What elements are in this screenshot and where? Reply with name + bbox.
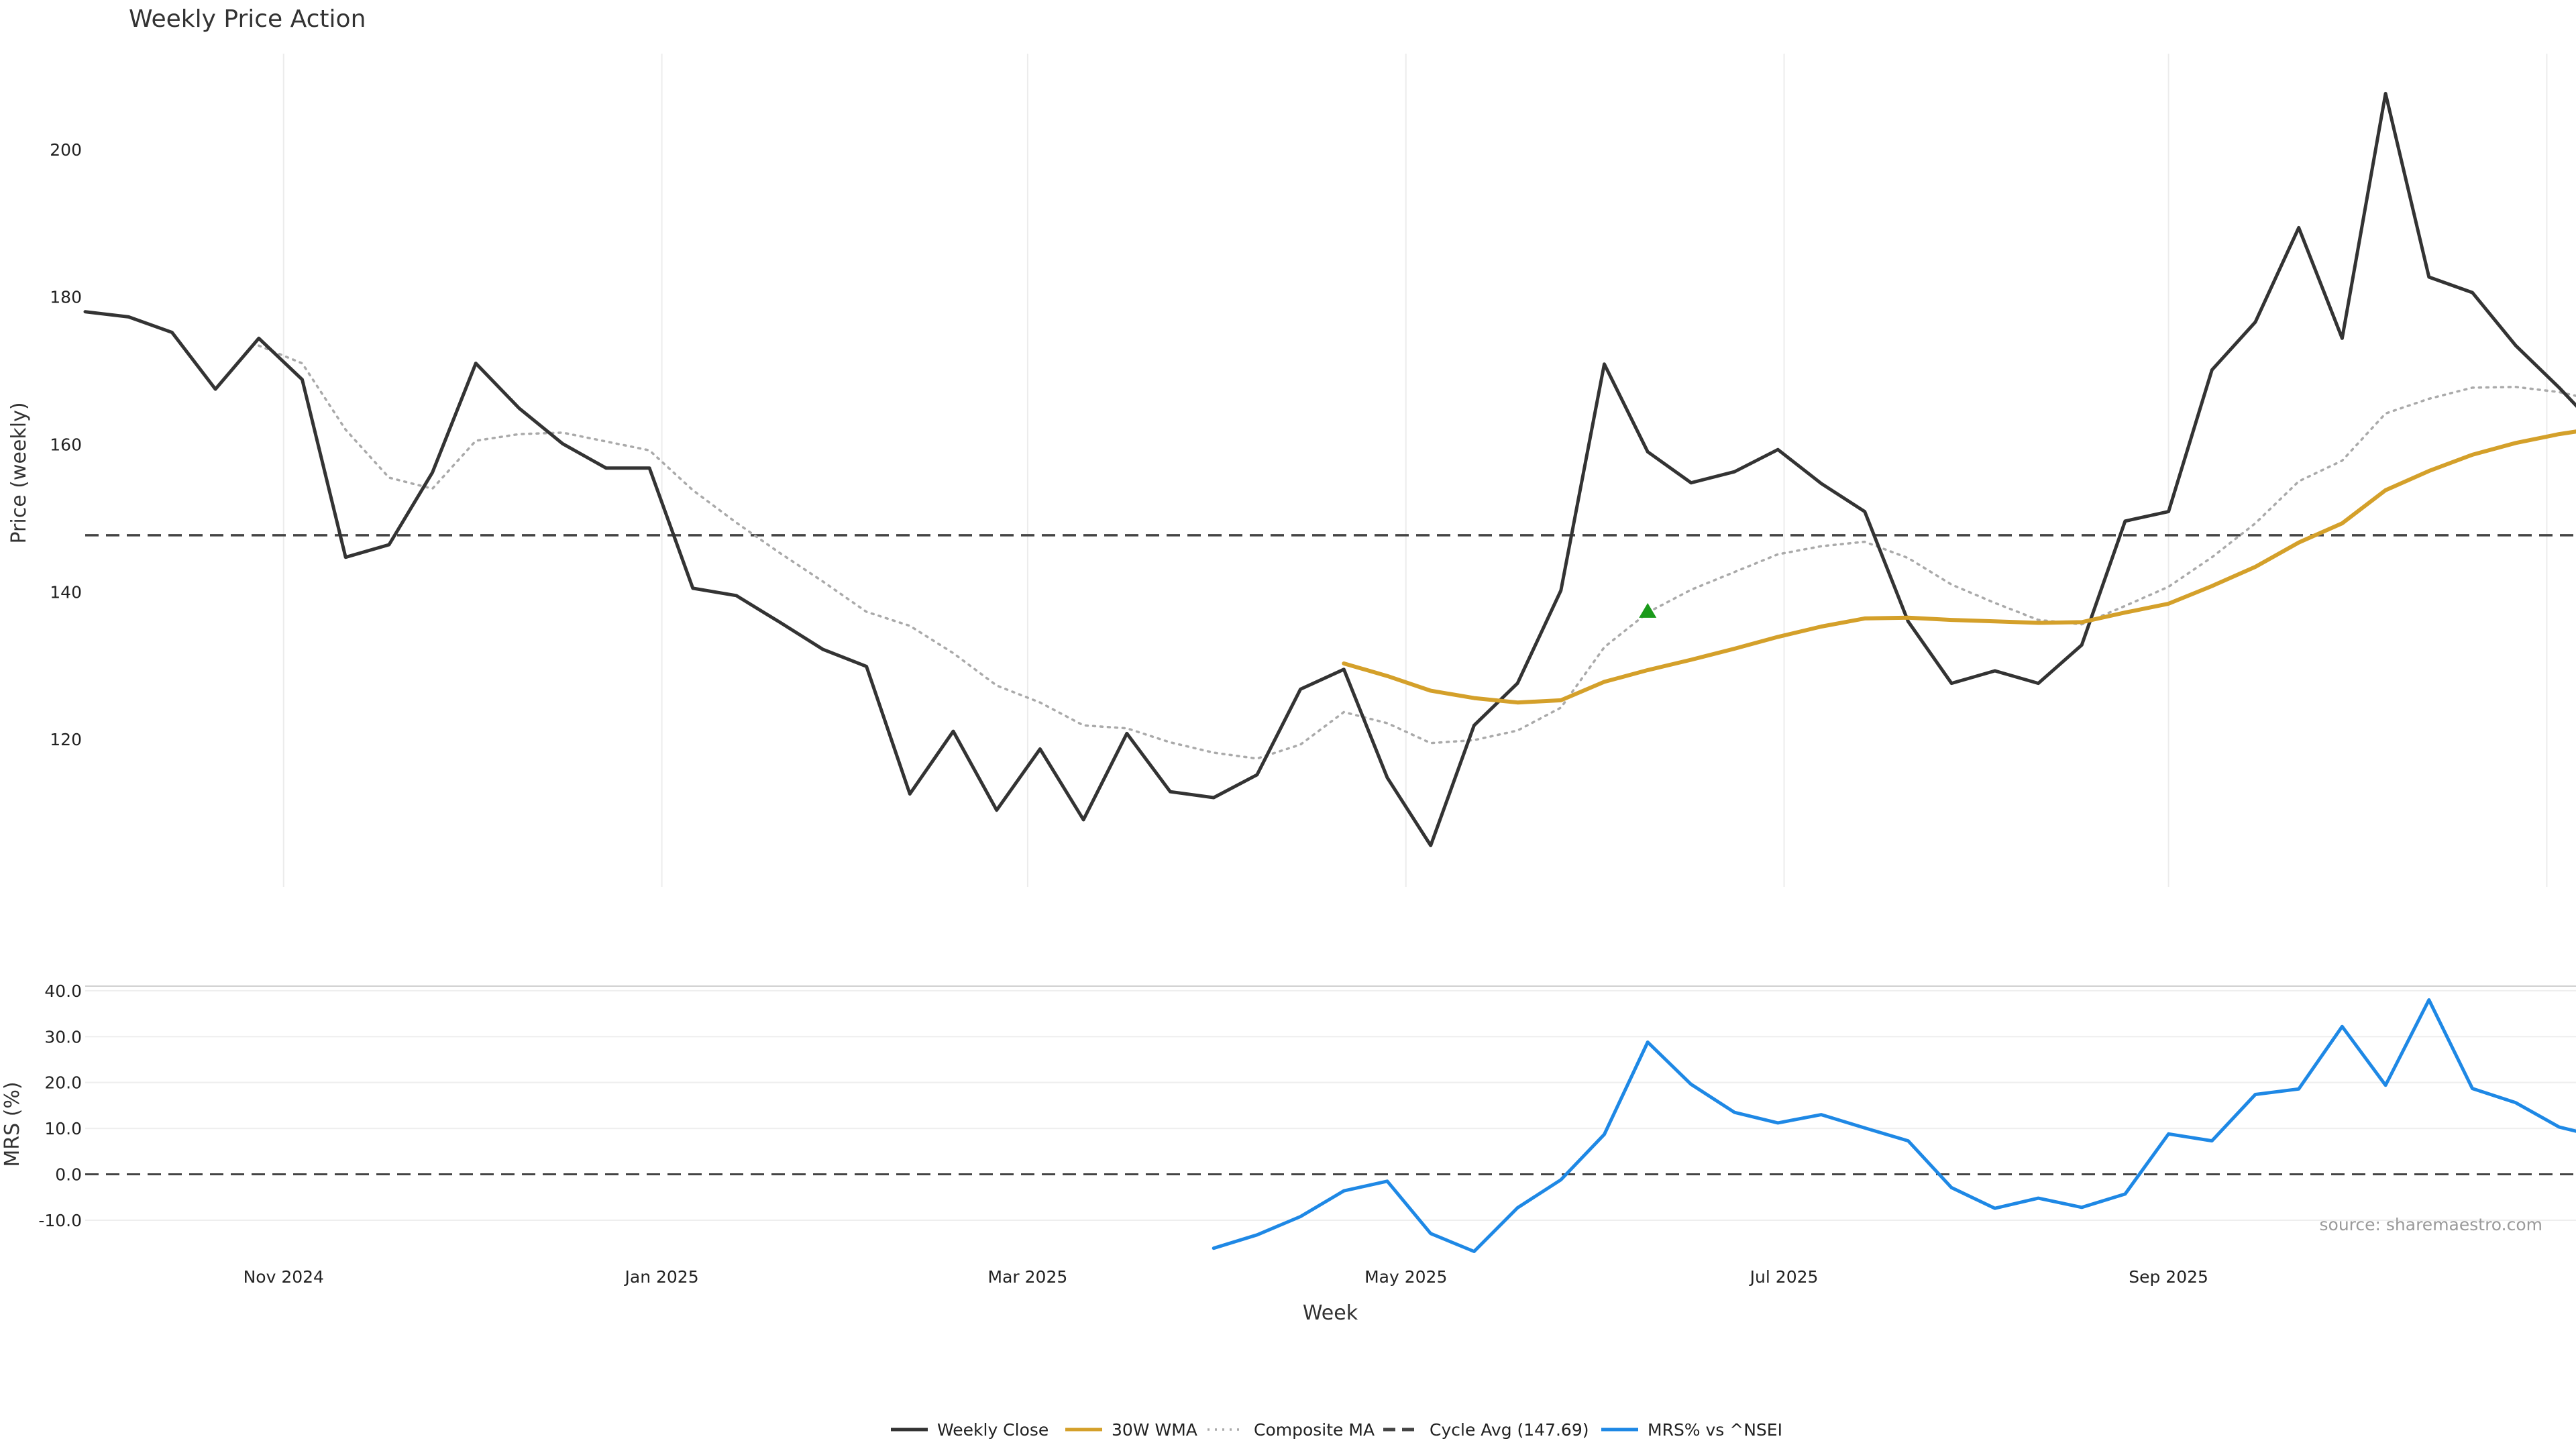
weekly-close-line <box>83 91 2576 847</box>
bottom-y-tick-label: -10.0 <box>38 1211 82 1230</box>
legend-label: 30W WMA <box>1112 1420 1197 1440</box>
bottom-y-tick-label: 30.0 <box>44 1027 82 1046</box>
bottom-y-axis-label: MRS (%) <box>1 1081 24 1167</box>
x-tick-label: Jul 2025 <box>1749 1267 1819 1287</box>
buy-signal-marker <box>1639 602 1657 618</box>
legend-label: Weekly Close <box>937 1420 1049 1440</box>
top-y-tick-label: 160 <box>50 435 82 455</box>
mrs-line <box>1212 998 2576 1253</box>
legend-label: Cycle Avg (147.69) <box>1430 1420 1589 1440</box>
bottom-y-tick-label: 20.0 <box>44 1073 82 1093</box>
marker-layer <box>1639 602 1657 618</box>
x-axis-label: Week <box>1303 1301 1358 1325</box>
legend-item-weekly-close: Weekly Close <box>891 1420 1049 1440</box>
top-y-tick-label: 120 <box>50 730 82 749</box>
top-panel-grid <box>282 54 2548 887</box>
composite-ma-line <box>258 344 2576 760</box>
bottom-y-tick-label: 40.0 <box>44 981 82 1001</box>
30w-wma-line <box>1342 429 2576 705</box>
x-tick-label: Nov 2024 <box>244 1267 324 1287</box>
top-y-axis-label: Price (weekly) <box>7 402 31 543</box>
tick-labels: Nov 2024 Jan 2025 Mar 2025 May 2025 Jul 2025… <box>38 140 2208 1287</box>
source-note: source: sharemaestro.com <box>2320 1215 2543 1234</box>
top-y-tick-label: 180 <box>50 288 82 307</box>
x-tick-label: Jan 2025 <box>624 1267 699 1287</box>
legend-label: Composite MA <box>1254 1420 1375 1440</box>
legend-item-composite-ma: Composite MA <box>1208 1420 1375 1440</box>
legend-label: MRS% vs ^NSEI <box>1648 1420 1782 1440</box>
top-y-tick-label: 140 <box>50 582 82 602</box>
bottom-panel-grid <box>85 985 2576 1221</box>
legend-item-cycle-avg-147-69: Cycle Avg (147.69) <box>1383 1420 1589 1440</box>
reference-lines <box>85 534 2576 1176</box>
bottom-y-tick-label: 0.0 <box>55 1165 82 1185</box>
bottom-y-tick-label: 10.0 <box>44 1119 82 1138</box>
x-tick-label: May 2025 <box>1364 1267 1447 1287</box>
chart-title: Weekly Price Action <box>129 5 366 33</box>
legend-item-30w-wma: 30W WMA <box>1065 1420 1197 1440</box>
x-tick-label: Mar 2025 <box>988 1267 1068 1287</box>
x-tick-label: Sep 2025 <box>2129 1267 2208 1287</box>
series-layer <box>83 91 2576 1253</box>
top-y-tick-label: 200 <box>50 140 82 160</box>
chart-legend: Weekly Close 30W WMA Composite MA Cycle Avg… <box>891 1420 1782 1440</box>
legend-item-mrs-vs-nsei: MRS% vs ^NSEI <box>1601 1420 1782 1440</box>
